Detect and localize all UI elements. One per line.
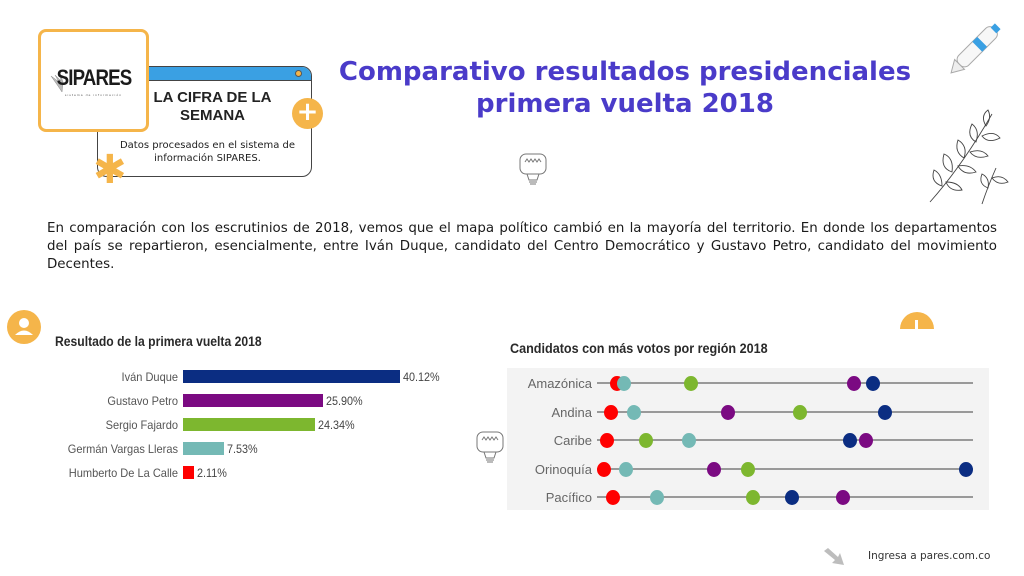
- lightbulb-icon: [519, 153, 547, 185]
- candidate-dot: [842, 433, 857, 448]
- bar-row: Iván Duque 40.12%: [40, 369, 480, 385]
- candidate-dot: [741, 461, 756, 477]
- bar-value-label: 40.12%: [403, 370, 440, 384]
- bar-value-label: 2.11%: [197, 466, 228, 480]
- asterisk-icon: ✱: [93, 147, 127, 193]
- candidate-dot: [878, 404, 893, 420]
- dot-chart: Amazónica Andina Caribe Orinoquía Pacífico: [507, 368, 989, 510]
- candidate-dot: [684, 376, 698, 391]
- bar: [183, 370, 400, 383]
- dot-chart-title: Candidatos con más votos por región 2018: [510, 340, 768, 356]
- pen-icon: [950, 23, 1001, 74]
- user-icon: [7, 310, 41, 344]
- bar-row: Sergio Fajardo 24.34%: [40, 417, 480, 433]
- lightbulb-icon: [476, 431, 504, 463]
- cifra-semana-description: Datos procesados en el sistema de inform…: [119, 140, 296, 164]
- region-line: [597, 467, 973, 470]
- candidate-dot: [706, 461, 721, 477]
- page-title: Comparativo resultados presidenciales pr…: [338, 57, 912, 119]
- candidate-dot: [597, 461, 612, 477]
- region-line: [597, 496, 973, 498]
- pares-website-link[interactable]: Ingresa a pares.com.co: [868, 550, 991, 562]
- plus-icon: +: [292, 98, 323, 129]
- region-label: Caribe: [553, 433, 592, 448]
- candidate-dot: [626, 404, 641, 420]
- candidate-dot: [785, 490, 800, 505]
- region-line: [597, 382, 973, 384]
- region-label: Andina: [551, 404, 592, 420]
- bar-value-label: 24.34%: [317, 418, 355, 432]
- candidate-dot: [682, 433, 697, 448]
- bar-value-label: 25.90%: [326, 394, 363, 408]
- candidate-dot: [650, 490, 665, 505]
- bar: [183, 442, 224, 455]
- window-title-bar: [98, 67, 311, 81]
- candidate-dot: [618, 461, 633, 477]
- bar-category-label: Germán Vargas Lleras: [67, 442, 178, 456]
- sipares-logo: SIPARES sistema de información: [38, 29, 149, 132]
- arrow-down-right-icon: [824, 548, 844, 565]
- region-line: [597, 439, 973, 441]
- bar-category-label: Iván Duque: [121, 370, 178, 384]
- candidate-dot: [793, 404, 808, 420]
- cifra-semana-card: LA CIFRA DE LA SEMANA Datos procesados e…: [97, 66, 312, 177]
- bird-logo-icon: [50, 73, 64, 93]
- candidate-dot: [638, 433, 653, 448]
- candidate-dot: [720, 404, 735, 420]
- window-dot-icon: [295, 70, 302, 77]
- region-label: Orinoquía: [534, 461, 592, 477]
- region-line: [597, 410, 973, 413]
- bar: [183, 394, 324, 407]
- region-label: Amazónica: [527, 376, 592, 391]
- bar-row: Gustavo Petro 25.90%: [40, 393, 480, 409]
- bar-row: Humberto De La Calle 2.11%: [40, 465, 480, 481]
- cifra-semana-title: LA CIFRA DE LA SEMANA: [153, 89, 272, 124]
- bar: [183, 418, 315, 431]
- bar-category-label: Humberto De La Calle: [68, 466, 178, 480]
- candidate-dot: [958, 461, 973, 477]
- candidate-dot: [865, 376, 880, 391]
- candidate-dot: [603, 404, 618, 420]
- candidate-dot: [745, 490, 760, 505]
- candidate-dot: [617, 376, 632, 391]
- candidate-dot: [606, 490, 621, 505]
- logo-subtitle: sistema de información: [64, 92, 123, 97]
- candidate-dot: [835, 490, 850, 505]
- bar-value-label: 7.53%: [226, 442, 258, 456]
- candidate-dot: [600, 433, 615, 448]
- badge-icon: [900, 312, 934, 329]
- region-label: Pacífico: [545, 490, 592, 505]
- bar-chart-title: Resultado de la primera vuelta 2018: [55, 334, 262, 349]
- candidate-dot: [847, 376, 862, 391]
- bar: [183, 466, 195, 479]
- bar-row: Germán Vargas Lleras 7.53%: [40, 441, 480, 457]
- bar-category-label: Sergio Fajardo: [105, 418, 178, 432]
- leaves-icon: [929, 109, 1009, 205]
- intro-paragraph: En comparación con los escrutinios de 20…: [47, 221, 997, 272]
- bar-category-label: Gustavo Petro: [107, 394, 178, 408]
- candidate-dot: [858, 433, 873, 448]
- logo-text: SIPARES: [56, 64, 132, 90]
